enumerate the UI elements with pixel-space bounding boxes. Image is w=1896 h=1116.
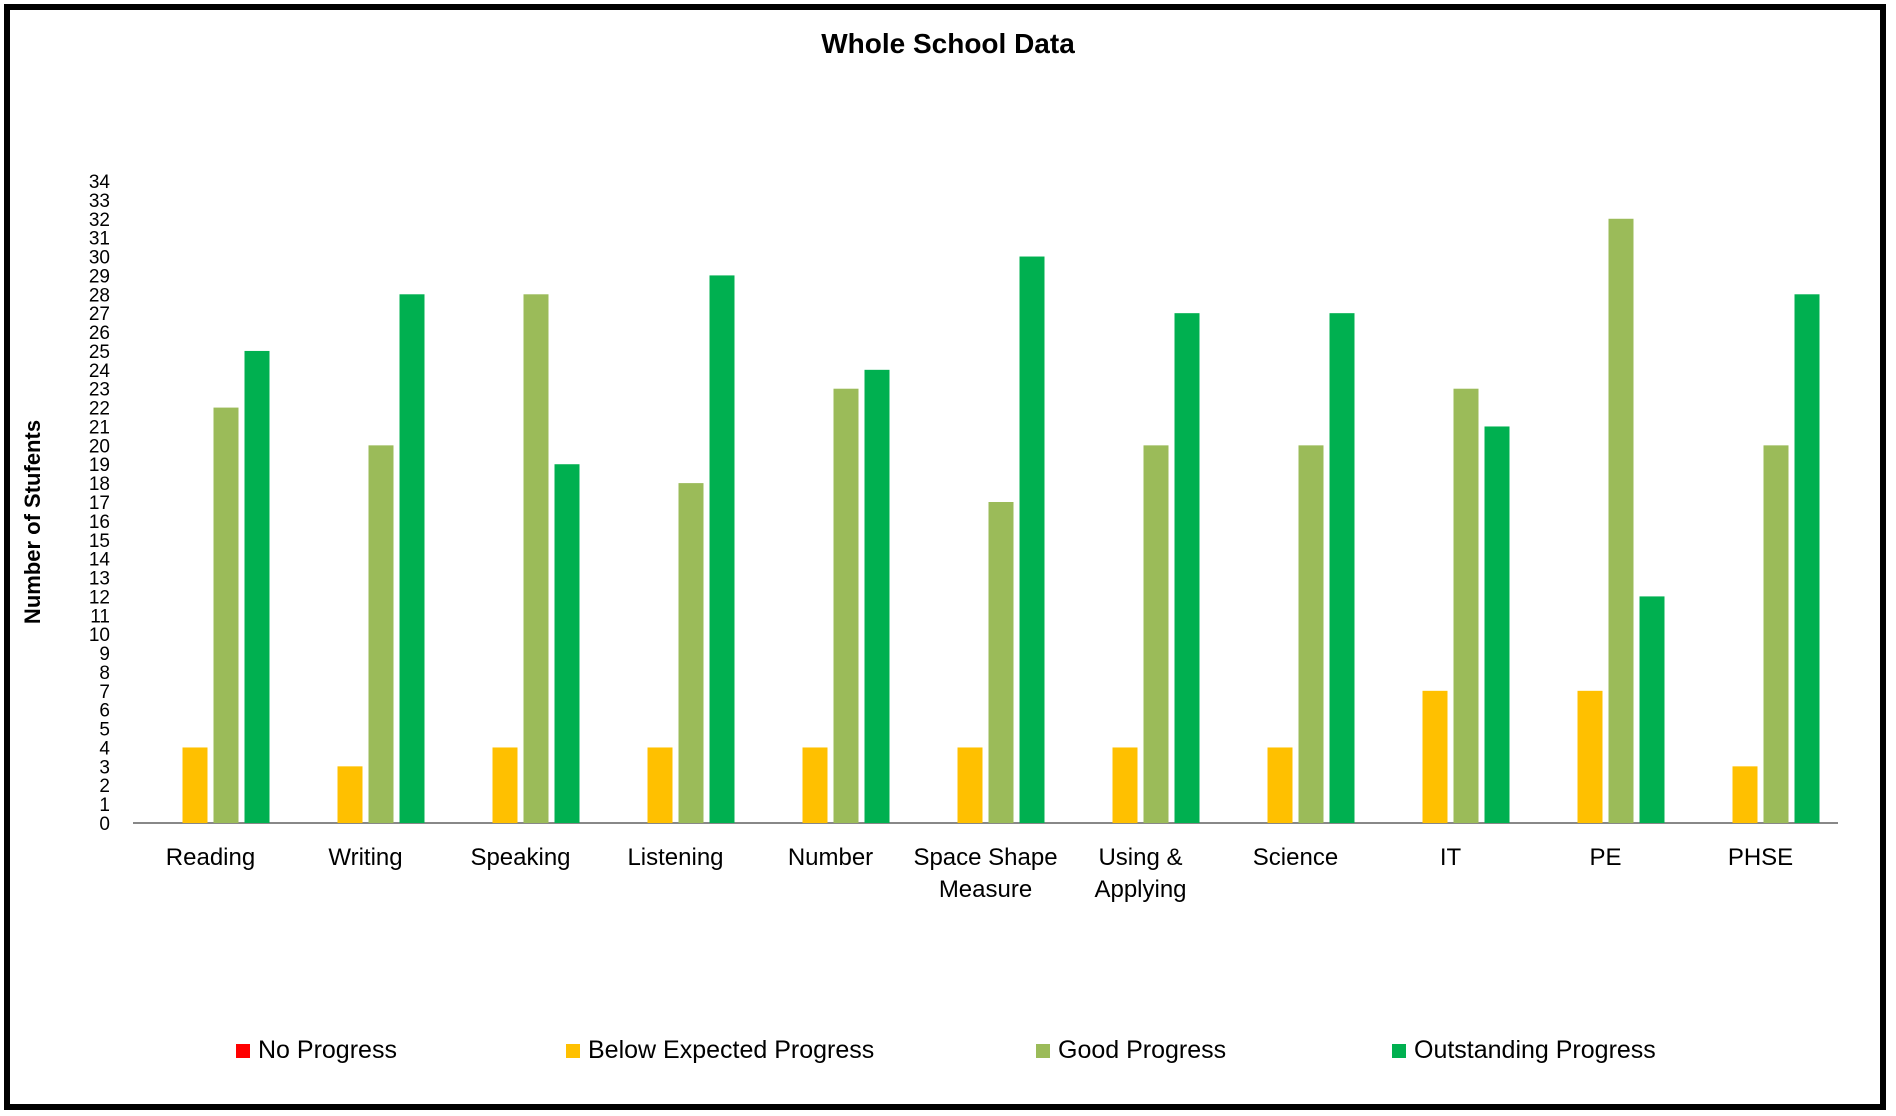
bar-below-expected-progress: [1732, 766, 1758, 823]
legend-swatch: [1392, 1043, 1406, 1058]
bar-outstanding-progress: [1639, 596, 1665, 823]
y-tick-label: 22: [89, 399, 110, 420]
legend-item: Outstanding Progress: [1392, 1036, 1656, 1065]
bar-outstanding-progress: [1174, 313, 1200, 823]
bar-good-progress: [1298, 445, 1324, 823]
y-tick-label: 13: [89, 569, 110, 590]
y-tick-label: 21: [89, 417, 110, 438]
x-tick-label: Applying: [1094, 876, 1186, 903]
chart-frame: [4, 4, 1886, 1110]
y-tick-label: 2: [99, 776, 110, 797]
y-tick-label: 20: [89, 436, 110, 457]
chart-title: Whole School Data: [821, 28, 1075, 59]
bar-below-expected-progress: [1422, 690, 1448, 823]
x-tick-label: Writing: [328, 844, 402, 871]
bar-good-progress: [833, 388, 859, 823]
legend-label: Outstanding Progress: [1414, 1036, 1656, 1064]
y-axis-label: Number of Stufents: [20, 420, 45, 624]
y-tick-label: 4: [99, 738, 110, 759]
legend-item: No Progress: [236, 1036, 397, 1065]
legend-swatch: [236, 1043, 250, 1058]
bar-outstanding-progress: [244, 350, 270, 823]
y-tick-label: 1: [99, 795, 110, 816]
bar-good-progress: [1143, 445, 1169, 823]
bar-good-progress: [1453, 388, 1479, 823]
x-tick-label: Space Shape: [913, 844, 1057, 871]
legend-item: Below Expected Progress: [566, 1036, 874, 1065]
y-tick-label: 19: [89, 455, 110, 476]
legend-item: Good Progress: [1036, 1036, 1226, 1065]
x-tick-label: Measure: [939, 876, 1032, 903]
bar-good-progress: [523, 294, 549, 823]
legend-label: Good Progress: [1058, 1036, 1227, 1064]
bar-good-progress: [678, 483, 704, 823]
x-tick-label: Number: [788, 844, 873, 871]
x-tick-label: Reading: [166, 844, 255, 871]
bar-below-expected-progress: [337, 766, 363, 823]
legend-label: Below Expected Progress: [588, 1036, 875, 1064]
y-tick-label: 32: [89, 210, 110, 231]
y-tick-label: 8: [99, 663, 110, 684]
y-tick-label: 10: [89, 625, 110, 646]
legend-label: No Progress: [258, 1036, 397, 1064]
y-tick-label: 33: [89, 191, 110, 212]
y-tick-label: 17: [89, 493, 110, 514]
bar-below-expected-progress: [492, 747, 518, 823]
y-tick-label: 27: [89, 304, 110, 325]
y-tick-label: 31: [89, 229, 110, 250]
bar-below-expected-progress: [1267, 747, 1293, 823]
legend-swatch: [566, 1043, 580, 1058]
bar-outstanding-progress: [1329, 313, 1355, 823]
bar-below-expected-progress: [647, 747, 673, 823]
bar-outstanding-progress: [554, 464, 580, 823]
y-tick-label: 26: [89, 323, 110, 344]
y-tick-label: 9: [99, 644, 110, 665]
y-tick-label: 7: [99, 682, 110, 703]
chart-legend: No Progress Below Expected Progress Good P…: [0, 1036, 1896, 1072]
bar-outstanding-progress: [399, 294, 425, 823]
y-tick-label: 28: [89, 285, 110, 306]
y-tick-label: 29: [89, 266, 110, 287]
bar-below-expected-progress: [802, 747, 828, 823]
y-tick-label: 30: [89, 248, 110, 269]
bar-good-progress: [368, 445, 394, 823]
bar-good-progress: [213, 407, 239, 823]
bar-below-expected-progress: [182, 747, 208, 823]
bar-outstanding-progress: [1794, 294, 1820, 823]
bar-below-expected-progress: [1112, 747, 1138, 823]
y-tick-label: 12: [89, 587, 110, 608]
bar-good-progress: [988, 502, 1014, 823]
x-tick-label: Using &: [1098, 844, 1182, 871]
y-tick-label: 25: [89, 342, 110, 363]
y-tick-label: 3: [99, 757, 110, 778]
y-tick-label: 16: [89, 512, 110, 533]
y-tick-label: 24: [89, 361, 111, 382]
y-tick-label: 5: [99, 720, 110, 741]
y-tick-label: 14: [89, 550, 111, 571]
y-tick-label: 18: [89, 474, 110, 495]
y-tick-label: 0: [99, 814, 110, 835]
bar-outstanding-progress: [864, 369, 890, 823]
y-tick-label: 34: [89, 172, 111, 193]
y-tick-label: 11: [90, 606, 110, 627]
x-tick-label: IT: [1440, 844, 1462, 871]
legend-swatch: [1036, 1043, 1050, 1058]
bar-below-expected-progress: [957, 747, 983, 823]
bar-below-expected-progress: [1577, 690, 1603, 823]
y-tick-label: 6: [99, 701, 110, 722]
bar-outstanding-progress: [709, 275, 735, 824]
x-tick-label: Speaking: [470, 844, 570, 871]
x-tick-label: PHSE: [1728, 844, 1793, 871]
bar-outstanding-progress: [1019, 256, 1045, 823]
y-tick-label: 23: [89, 380, 110, 401]
bar-good-progress: [1763, 445, 1789, 823]
x-tick-label: Science: [1253, 844, 1338, 871]
bar-good-progress: [1608, 218, 1634, 823]
x-tick-label: Listening: [627, 844, 723, 871]
x-tick-label: PE: [1589, 844, 1621, 871]
bar-outstanding-progress: [1484, 426, 1510, 823]
y-tick-label: 15: [89, 531, 110, 552]
